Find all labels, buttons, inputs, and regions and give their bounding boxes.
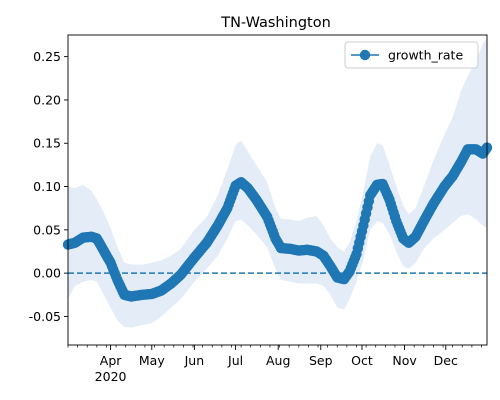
y-tick-label: 0.20 (33, 92, 61, 107)
x-tick-label: Oct (351, 353, 373, 368)
legend-marker-swatch (359, 49, 371, 61)
x-tick-label: May (139, 353, 165, 368)
y-tick-label: 0.15 (33, 136, 61, 151)
x-tick-label: Aug (266, 353, 290, 368)
y-tick-label: 0.00 (33, 266, 61, 281)
x-tick-label: Jul (227, 353, 243, 368)
x-tick-label: Apr (100, 353, 122, 368)
x-tick-label: Sep (309, 353, 333, 368)
x-tick-sublabel: 2020 (95, 369, 127, 384)
x-tick-label: Jun (184, 353, 205, 368)
y-tick-label: 0.05 (33, 222, 61, 237)
x-tick-label: Nov (392, 353, 417, 368)
chart-title: TN-Washington (220, 15, 331, 31)
legend-box (344, 41, 479, 69)
plot-area (62, 37, 493, 328)
x-tick-label: Dec (434, 353, 458, 368)
y-tick-label: 0.10 (33, 179, 61, 194)
legend-label: growth_rate (388, 48, 463, 63)
y-tick-label: 0.25 (33, 49, 61, 64)
growth-rate-markers (62, 142, 493, 302)
plot-frame (67, 34, 488, 346)
y-tick-label: -0.05 (29, 309, 61, 324)
legend: growth_rate (344, 41, 479, 69)
confidence-band (68, 37, 487, 328)
